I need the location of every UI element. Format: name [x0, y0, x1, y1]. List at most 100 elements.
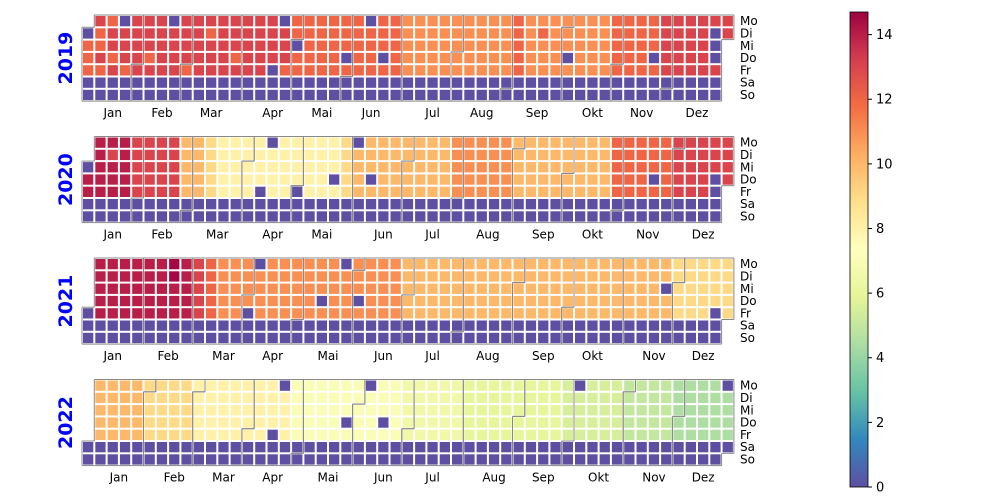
day-cell [661, 199, 672, 210]
day-cell [550, 332, 561, 344]
day-cell [648, 283, 660, 294]
day-cell [427, 89, 438, 101]
day-cell [95, 16, 106, 27]
day-cell [562, 454, 573, 465]
day-cell [206, 271, 217, 282]
day-cell [365, 40, 377, 51]
day-cell [402, 332, 414, 344]
day-cell [698, 454, 709, 465]
day-cell [95, 454, 106, 465]
day-cell [476, 162, 487, 173]
day-cell [464, 211, 475, 222]
day-cell [83, 162, 94, 173]
day-cell [255, 417, 266, 428]
day-cell [599, 28, 610, 39]
day-cell [427, 454, 438, 465]
day-cell [427, 392, 438, 404]
day-cell [611, 211, 623, 222]
day-cell [132, 271, 143, 282]
day-cell [169, 259, 180, 270]
day-label: Di [740, 26, 753, 40]
day-cell [206, 295, 217, 307]
day-cell [685, 28, 696, 39]
day-cell [439, 199, 450, 210]
day-cell [181, 259, 192, 270]
day-cell [599, 137, 610, 148]
day-cell [513, 283, 524, 294]
month-label: Jun [373, 349, 393, 363]
month-label: Nov [642, 471, 665, 485]
day-cell [316, 442, 327, 453]
day-cell [193, 295, 204, 307]
day-cell [304, 332, 315, 344]
day-cell [132, 392, 143, 404]
day-cell [390, 442, 401, 453]
day-cell [169, 52, 180, 64]
day-cell [599, 211, 610, 222]
day-cell [452, 186, 463, 197]
day-cell [698, 65, 709, 76]
day-cell [673, 308, 684, 319]
day-cell [562, 308, 573, 319]
day-cell [255, 211, 266, 222]
day-cell [464, 259, 475, 270]
day-cell [427, 16, 438, 27]
day-cell [107, 199, 118, 210]
day-cell [488, 392, 500, 404]
day-cell [525, 186, 537, 197]
day-cell [488, 28, 500, 39]
day-cell [341, 380, 352, 391]
day-cell [624, 162, 635, 173]
day-cell [255, 162, 266, 173]
day-cell [316, 380, 327, 391]
day-label: Sa [740, 319, 755, 333]
day-cell [242, 162, 254, 173]
day-cell [95, 65, 106, 76]
day-cell [267, 380, 278, 391]
day-cell [538, 332, 549, 344]
day-cell [575, 429, 586, 440]
day-cell [169, 332, 180, 344]
day-cell [329, 40, 340, 51]
day-cell [378, 308, 389, 319]
day-cell [292, 392, 303, 404]
day-cell [402, 186, 414, 197]
day-cell [624, 199, 635, 210]
day-cell [452, 89, 463, 101]
day-cell [575, 380, 586, 391]
day-cell [390, 259, 401, 270]
colorbar-tick-label: 10 [876, 157, 893, 172]
day-cell [538, 259, 549, 270]
day-cell [415, 77, 426, 88]
day-cell [83, 211, 94, 222]
day-cell [230, 271, 241, 282]
day-cell [156, 380, 168, 391]
day-cell [378, 283, 389, 294]
day-cell [181, 199, 192, 210]
day-cell [181, 211, 192, 222]
day-cell [587, 405, 598, 416]
day-cell [587, 77, 598, 88]
year-label: 2021 [55, 275, 77, 328]
month-label: Nov [642, 349, 665, 363]
day-cell [181, 405, 192, 416]
day-cell [304, 405, 315, 416]
day-cell [353, 380, 364, 391]
day-cell [242, 137, 254, 148]
day-cell [402, 162, 414, 173]
day-cell [722, 295, 733, 307]
day-cell [427, 417, 438, 428]
day-cell [587, 137, 598, 148]
day-cell [452, 174, 463, 185]
day-cell [439, 174, 450, 185]
day-cell [538, 162, 549, 173]
day-cell [673, 405, 684, 416]
month-label: Mai [317, 349, 338, 363]
day-cell [525, 392, 537, 404]
day-cell [193, 52, 204, 64]
day-cell [279, 308, 291, 319]
day-cell [181, 40, 192, 51]
day-cell [95, 149, 106, 161]
day-cell [218, 295, 229, 307]
day-cell [292, 52, 303, 64]
